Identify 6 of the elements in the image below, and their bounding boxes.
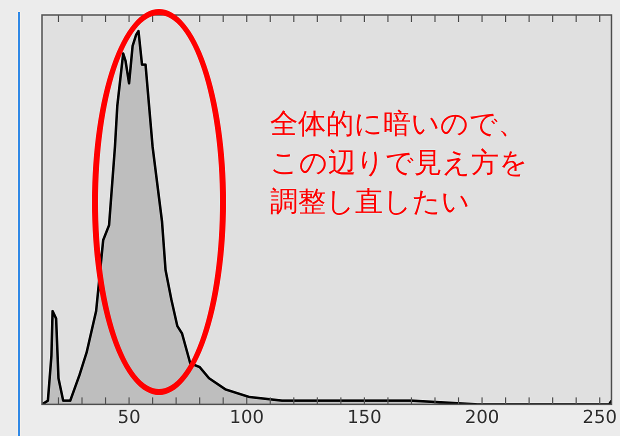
x-tick-label: 100 [230, 406, 264, 428]
x-tick-label: 250 [582, 406, 617, 428]
annotation: 全体的に暗いので、この辺りで見え方を調整し直したい [270, 106, 529, 220]
x-tick-label: 50 [118, 406, 141, 428]
x-tick-label: 200 [464, 406, 500, 428]
x-tick-label: 150 [347, 406, 382, 428]
